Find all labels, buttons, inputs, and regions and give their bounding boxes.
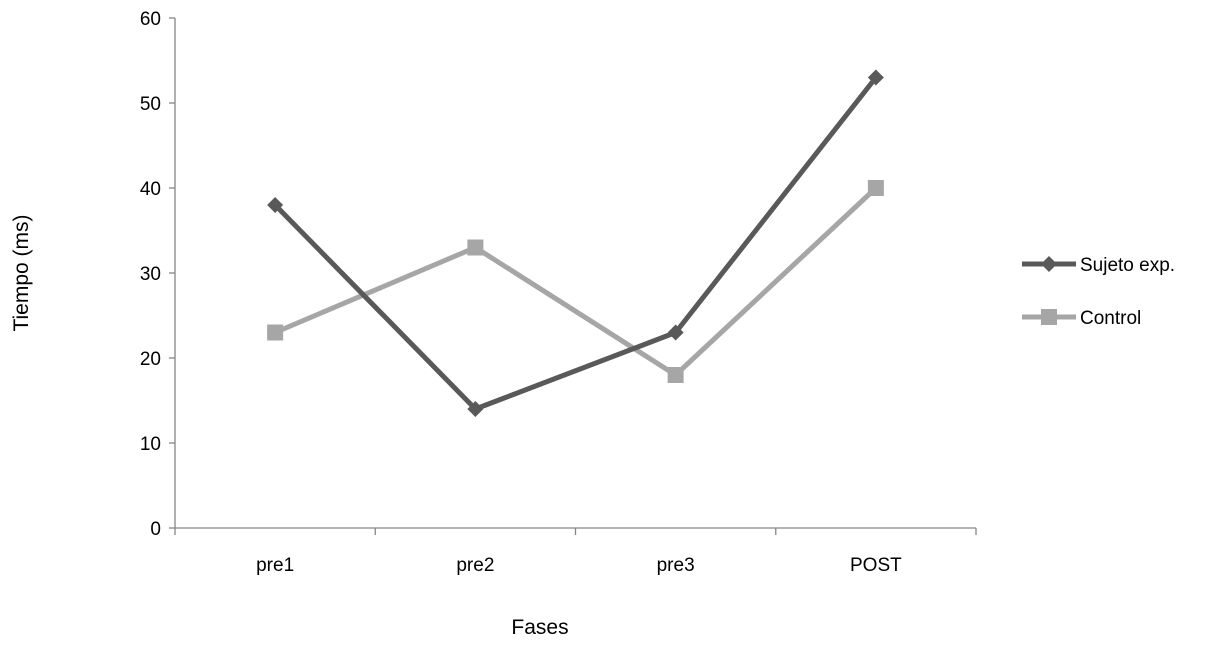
data-point xyxy=(667,324,684,341)
data-point xyxy=(267,324,284,341)
legend-item: Control xyxy=(1022,308,1141,329)
legend-label: Control xyxy=(1080,308,1141,329)
legend-item: Sujeto exp. xyxy=(1022,255,1175,276)
y-tick-label: 0 xyxy=(150,519,161,540)
y-tick-label: 60 xyxy=(140,9,161,30)
data-point xyxy=(467,239,484,256)
legend-label: Sujeto exp. xyxy=(1080,255,1175,276)
series-sujeto-exp xyxy=(267,69,884,417)
axes: 0 10 20 30 40 50 60 pre1 pre2 pre3 POST xyxy=(140,9,977,576)
series-line xyxy=(274,186,878,378)
data-point xyxy=(267,197,284,213)
y-tick-label: 10 xyxy=(140,434,161,455)
y-tick-label: 30 xyxy=(140,264,161,285)
y-axis-title: Tiempo (ms) xyxy=(10,214,33,331)
x-axis-title: Fases xyxy=(511,616,568,639)
data-point xyxy=(467,401,484,417)
y-tick-label: 40 xyxy=(140,179,161,200)
x-tick-label: POST xyxy=(850,555,902,576)
data-point xyxy=(867,69,884,86)
legend: Sujeto exp. Control xyxy=(1022,255,1175,329)
x-tick-label: pre2 xyxy=(456,555,494,576)
series-control xyxy=(267,180,884,383)
y-tick-label: 20 xyxy=(140,349,161,370)
legend-swatch-marker xyxy=(1041,309,1057,325)
x-tick-label: pre3 xyxy=(657,555,695,576)
legend-swatch-marker xyxy=(1041,256,1057,272)
data-point xyxy=(867,180,884,196)
y-tick-label: 50 xyxy=(140,94,161,115)
x-tick-label: pre1 xyxy=(256,555,294,576)
data-point xyxy=(667,367,684,383)
series-layer xyxy=(267,69,884,417)
series-line xyxy=(273,75,878,412)
